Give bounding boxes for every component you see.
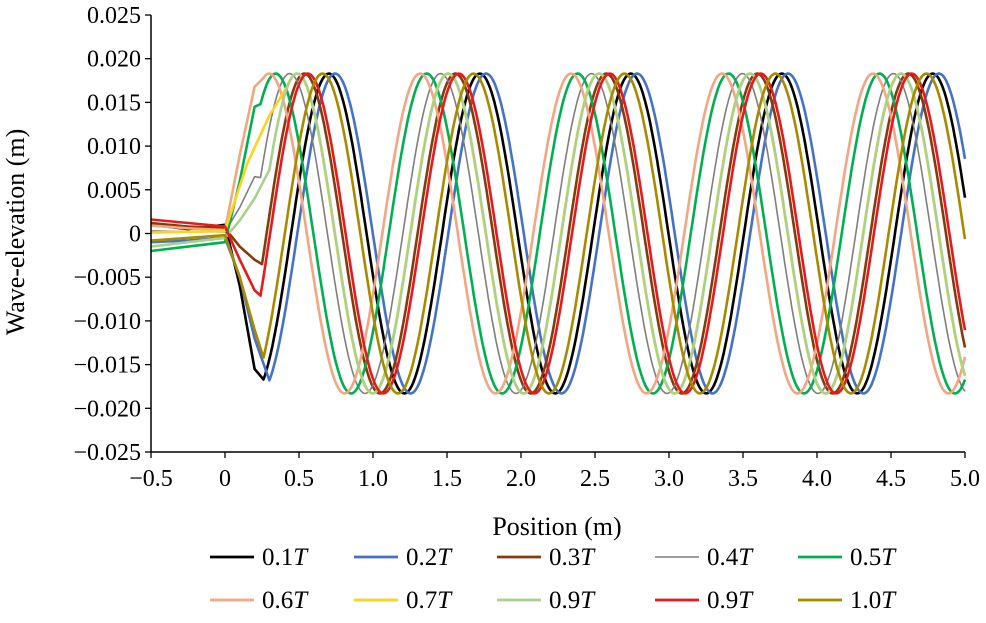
plot-lines [150,72,967,395]
series-line-8 [150,72,967,395]
x-tick-label: 3.0 [654,466,684,492]
legend-item-2: 0.2T [354,544,453,571]
x-tick-label: −0.5 [129,466,173,492]
legend-item-10: 1.0T [798,587,897,614]
x-tick-label: 2.5 [580,466,610,492]
y-tick-label: −0.015 [73,353,141,379]
x-tick-label: 0 [219,466,231,492]
legend-item-5: 0.5T [798,544,897,571]
y-tick-label: 0.010 [87,134,141,160]
series-line-3 [150,72,967,395]
legend-label: 1.0T [850,587,897,614]
legend-item-3: 0.3T [497,544,596,571]
y-tick-label: −0.025 [73,440,141,466]
y-tick-label: −0.005 [73,265,141,291]
legend-label: 0.9T [707,587,754,614]
y-tick-label: 0.025 [87,3,141,29]
legend-item-4: 0.4T [655,544,754,571]
legend: 0.1T 0.2T 0.3T 0.4T 0.5T 0.6T 0.7T 0.9T 0.9T 1.0T [210,544,897,614]
x-tick-label: 5.0 [950,466,980,492]
y-tick-label: 0.020 [87,47,141,73]
series-line-5 [150,72,967,395]
x-tick-label: 0.5 [284,466,314,492]
x-tick-label: 4.0 [802,466,832,492]
y-tick-label: −0.020 [73,396,141,422]
x-tick-label: 3.5 [728,466,758,492]
legend-label: 0.4T [707,544,754,571]
legend-label: 0.3T [549,544,596,571]
series-line-6 [150,72,967,395]
x-tick-label: 2.0 [506,466,536,492]
axes: 0.025 0.020 0.015 0.010 0.005 0 −0.005 −0.010 −0… [73,3,980,492]
x-tick-label: 4.5 [876,466,906,492]
x-tick-label: 1.0 [358,466,388,492]
legend-label: 0.1T [262,544,309,571]
legend-item-1: 0.1T [210,544,309,571]
legend-item-8: 0.9T [497,587,596,614]
legend-item-7: 0.7T [354,587,453,614]
x-axis-title: Position (m) [492,512,621,541]
y-tick-label: 0.005 [87,178,141,204]
legend-label: 0.6T [262,587,309,614]
series-line-4 [150,72,966,395]
series-line-9 [150,72,967,395]
legend-item-6: 0.6T [210,587,309,614]
y-axis-title: Wave-elevation (m) [1,129,30,336]
x-tick-label: 1.5 [432,466,462,492]
legend-item-9: 0.9T [655,587,754,614]
y-tick-label: −0.010 [73,309,141,335]
y-tick-label: 0.015 [87,90,141,116]
legend-label: 0.7T [406,587,453,614]
legend-label: 0.9T [549,587,596,614]
y-tick-label: 0 [129,222,141,248]
legend-label: 0.5T [850,544,897,571]
series-line-10 [150,72,967,395]
legend-label: 0.2T [406,544,453,571]
